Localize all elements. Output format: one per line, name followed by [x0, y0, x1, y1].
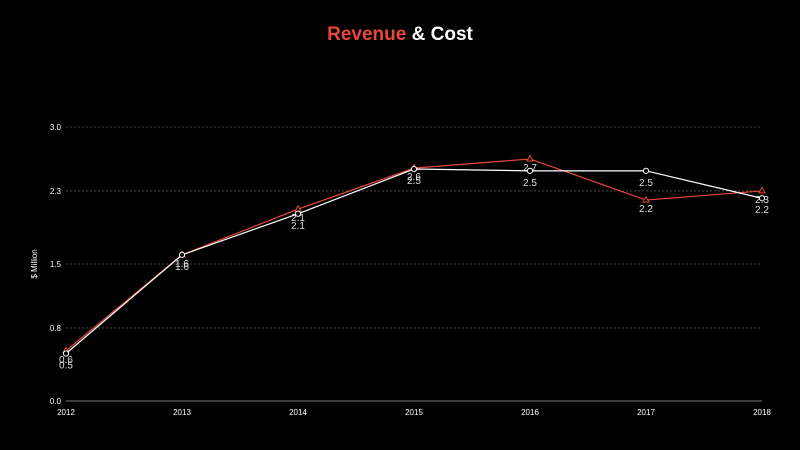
data-label: 1.6 — [175, 262, 189, 273]
data-label: 2.5 — [639, 178, 653, 189]
data-label: 2.6 — [407, 172, 421, 183]
x-tick-label: 2017 — [637, 408, 655, 417]
x-tick-label: 2016 — [521, 408, 539, 417]
x-tick-label: 2015 — [405, 408, 423, 417]
data-point — [758, 195, 766, 202]
y-axis-label: $ Million — [30, 249, 39, 278]
data-point — [642, 195, 650, 203]
data-label: 2.5 — [407, 176, 421, 187]
x-tick-labels: 2012 2013 2014 2015 2016 2017 2018 — [57, 408, 771, 417]
data-point — [758, 186, 766, 194]
series-1: 0.5 1.6 2.1 2.5 2.5 2.5 2.2 — [59, 165, 769, 372]
data-label: 2.1 — [291, 221, 305, 232]
y-tick-labels: 0.0 0.8 1.5 2.3 3.0 — [50, 123, 62, 406]
x-tick-label: 2014 — [289, 408, 307, 417]
data-label: 2.2 — [755, 205, 769, 216]
y-tick-label: 2.3 — [50, 187, 62, 196]
grid-lines — [66, 126, 762, 402]
chart-title: Revenue & Cost — [0, 24, 800, 46]
data-point — [294, 210, 302, 217]
data-point — [642, 167, 650, 174]
x-tick-label: 2018 — [753, 408, 771, 417]
series-line — [65, 168, 763, 354]
series-group: 0.61.62.12.62.72.22.30.51.62.12.52.52.52… — [59, 154, 769, 372]
data-point — [62, 350, 70, 357]
data-point — [526, 167, 534, 174]
data-label: 0.6 — [59, 355, 73, 366]
data-label: 1.6 — [175, 259, 189, 270]
data-point — [410, 165, 418, 173]
data-label: 2.2 — [639, 204, 653, 215]
data-point — [526, 154, 534, 162]
y-tick-label: 1.5 — [50, 260, 62, 269]
y-tick-label: 0.8 — [50, 324, 62, 333]
y-tick-label: 0.0 — [50, 397, 62, 406]
data-label: 0.5 — [59, 361, 73, 372]
y-tick-label: 3.0 — [50, 123, 62, 132]
title-ampersand: & — [411, 24, 426, 45]
data-label: 2.1 — [291, 213, 305, 224]
x-tick-label: 2012 — [57, 408, 75, 417]
title-revenue: Revenue — [327, 24, 407, 45]
x-tick-label: 2013 — [173, 408, 191, 417]
series-line — [65, 158, 763, 352]
data-point — [178, 251, 186, 258]
data-label: 2.5 — [523, 178, 537, 189]
title-cost: Cost — [430, 24, 473, 45]
